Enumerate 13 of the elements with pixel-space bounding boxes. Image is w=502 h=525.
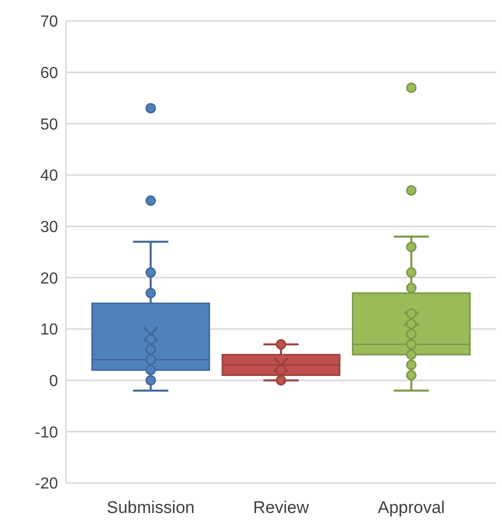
x-tick-label: Approval	[378, 498, 445, 517]
y-tick-label: 40	[40, 168, 58, 185]
y-tick-label: 70	[40, 14, 58, 31]
y-tick-label: -10	[34, 424, 58, 442]
y-tick-label: 10	[40, 322, 58, 339]
y-tick-label: 50	[40, 116, 58, 134]
y-tick-label: 20	[40, 270, 58, 288]
y-tick-label: 60	[40, 64, 58, 82]
x-tick-label: Submission	[106, 498, 195, 517]
y-tick-label: 30	[40, 218, 58, 236]
x-tick-label: Review	[253, 498, 310, 517]
y-tick-label: -20	[34, 476, 58, 493]
y-tick-label: 0	[49, 372, 58, 390]
